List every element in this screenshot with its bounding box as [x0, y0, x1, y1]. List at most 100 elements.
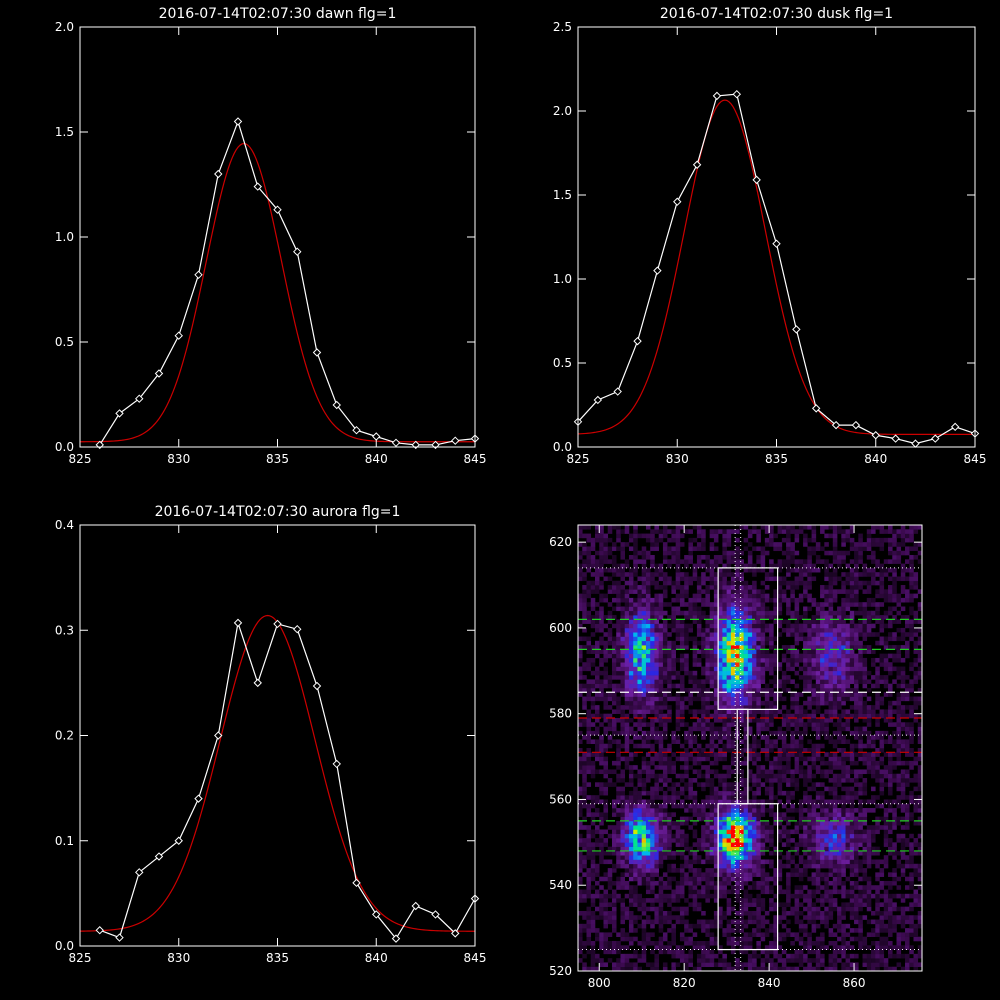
heatmap-cell — [713, 795, 719, 800]
heatmap-cell — [900, 726, 906, 732]
heatmap-cell — [713, 769, 719, 775]
heatmap-cell — [807, 778, 812, 783]
heatmap-cell — [633, 855, 638, 860]
heatmap-cell — [905, 945, 910, 950]
heatmap-cell — [815, 619, 821, 624]
heatmap-cell — [854, 696, 859, 702]
heatmap-cell — [917, 739, 923, 745]
heatmap-cell — [913, 619, 919, 624]
heatmap-cell — [705, 958, 710, 963]
heatmap-cell — [684, 808, 689, 813]
heatmap-cell — [586, 842, 592, 847]
heatmap-cell — [824, 653, 829, 659]
heatmap-cell — [752, 636, 757, 642]
heatmap-cell — [722, 623, 727, 629]
heatmap-cell — [628, 627, 634, 633]
heatmap-cell — [807, 898, 812, 903]
heatmap-cell — [862, 778, 868, 783]
heatmap-cell — [662, 790, 668, 796]
heatmap-cell — [917, 876, 923, 882]
heatmap-cell — [611, 649, 617, 654]
heatmap-cell — [671, 820, 676, 826]
heatmap-cell — [849, 696, 855, 702]
heatmap-cell — [578, 910, 583, 916]
heatmap-cell — [662, 705, 668, 710]
heatmap-cell — [832, 790, 838, 796]
heatmap-cell — [807, 649, 812, 654]
heatmap-cell — [730, 743, 736, 749]
heatmap-cell — [671, 760, 676, 766]
heatmap-cell — [764, 623, 770, 629]
heatmap-cell — [777, 666, 783, 672]
heatmap-cell — [713, 829, 719, 835]
heatmap-cell — [756, 709, 761, 714]
heatmap-cell — [871, 760, 876, 766]
heatmap-cell — [760, 829, 766, 835]
heatmap-cell — [747, 876, 753, 882]
heatmap-cell — [794, 756, 800, 762]
heatmap-cell — [671, 786, 676, 792]
heatmap-cell — [654, 846, 659, 852]
heatmap-cell — [599, 859, 604, 865]
heatmap-cell — [786, 838, 791, 843]
heatmap-cell — [798, 820, 804, 826]
heatmap-cell — [900, 739, 906, 745]
heatmap-cell — [820, 962, 825, 968]
heatmap-cell — [811, 799, 817, 805]
heatmap-cell — [811, 748, 817, 753]
heatmap-cell — [875, 910, 880, 916]
heatmap-cell — [645, 833, 651, 839]
heatmap-cell — [578, 838, 583, 843]
heatmap-cell — [624, 808, 630, 813]
heatmap-cell — [713, 803, 719, 809]
heatmap-cell — [594, 863, 600, 869]
heatmap-cell — [756, 799, 761, 805]
heatmap-cell — [662, 717, 668, 723]
heatmap-cell — [667, 850, 672, 856]
heatmap-cell — [675, 915, 681, 920]
heatmap-cell — [756, 833, 761, 839]
heatmap-cell — [722, 743, 727, 749]
heatmap-cell — [747, 872, 753, 877]
heatmap-cell — [773, 850, 778, 856]
heatmap-cell — [692, 885, 698, 890]
heatmap-cell — [743, 803, 749, 809]
heatmap-cell — [790, 705, 795, 710]
heatmap-cell — [586, 829, 592, 835]
heatmap-cell — [645, 645, 651, 650]
heatmap-cell — [794, 842, 800, 847]
heatmap-cell — [837, 863, 842, 869]
heatmap-cell — [875, 949, 880, 955]
heatmap-cell — [841, 889, 846, 895]
heatmap-cell — [641, 880, 647, 886]
heatmap-cell — [628, 692, 634, 697]
heatmap-cell — [590, 713, 596, 719]
heatmap-cell — [756, 705, 761, 710]
aurora-plot: 825 830 835 840 8450.00.10.20.30.42016-07-14… — [55, 504, 487, 965]
heatmap-cell — [807, 653, 812, 659]
heatmap-cell — [798, 735, 804, 740]
heatmap-cell — [756, 859, 761, 865]
heatmap-cell — [747, 919, 753, 925]
heatmap-cell — [650, 743, 655, 749]
heatmap-cell — [586, 808, 592, 813]
heatmap-cell — [641, 670, 647, 676]
heatmap-cell — [752, 627, 757, 633]
heatmap-cell — [590, 923, 596, 929]
heatmap-cell — [722, 889, 727, 895]
heatmap-cell — [905, 876, 910, 882]
heatmap-cell — [645, 752, 651, 757]
heatmap-cell — [866, 752, 872, 757]
heatmap-cell — [828, 962, 834, 968]
heatmap-cell — [917, 786, 923, 792]
heatmap-cell — [658, 670, 664, 676]
heatmap-cell — [654, 657, 659, 663]
heatmap-cell — [590, 958, 596, 963]
heatmap-cell — [684, 838, 689, 843]
heatmap-cell — [611, 893, 617, 899]
heatmap-cell — [594, 872, 600, 877]
heatmap-cell — [875, 640, 880, 646]
x-tick-label: 845 — [964, 452, 987, 466]
heatmap-cell — [582, 962, 587, 968]
heatmap-cell — [811, 940, 817, 946]
